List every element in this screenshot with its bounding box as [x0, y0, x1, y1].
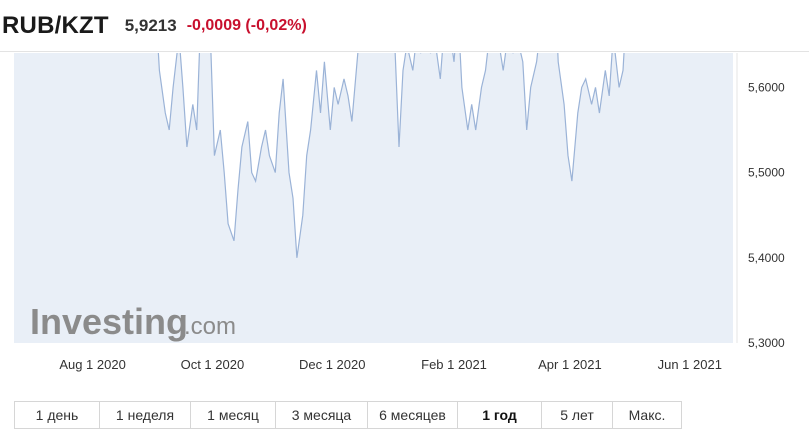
- last-price: 5,9213: [124, 15, 177, 35]
- x-tick-label: Dec 1 2020: [299, 357, 366, 372]
- investing-watermark-suffix: .com: [184, 313, 236, 340]
- x-tick-label: Feb 1 2021: [421, 357, 487, 372]
- quote-header: RUB/KZT 5,9213 -0,0009 (-0,02%): [0, 0, 809, 52]
- y-tick-label: 5,4000: [748, 251, 785, 265]
- period-button-5[interactable]: 1 год: [458, 402, 542, 428]
- y-tick-label: 5,3000: [748, 336, 785, 350]
- y-tick-label: 5,6000: [748, 80, 785, 94]
- period-button-0[interactable]: 1 день: [15, 402, 100, 428]
- investing-watermark: Investing: [30, 301, 188, 342]
- chart-svg[interactable]: Investing.com5,30005,40005,50005,60005,7…: [0, 53, 809, 383]
- x-tick-label: Apr 1 2021: [538, 357, 602, 372]
- price-chart[interactable]: Investing.com5,30005,40005,50005,60005,7…: [0, 53, 809, 383]
- period-button-1[interactable]: 1 неделя: [100, 402, 191, 428]
- x-tick-label: Aug 1 2020: [59, 357, 126, 372]
- currency-pair-title: RUB/KZT: [2, 11, 109, 39]
- price-area-fill: [14, 53, 733, 343]
- period-button-6[interactable]: 5 лет: [542, 402, 613, 428]
- period-button-7[interactable]: Макс.: [628, 407, 666, 423]
- period-button-3[interactable]: 3 месяца: [276, 402, 368, 428]
- x-tick-label: Oct 1 2020: [181, 357, 245, 372]
- period-button-4[interactable]: 6 месяцев: [368, 402, 458, 428]
- period-button-2[interactable]: 1 месяц: [191, 402, 276, 428]
- x-tick-label: Jun 1 2021: [658, 357, 722, 372]
- period-selector: 1 день 1 неделя 1 месяц 3 месяца 6 месяцев 1 …: [14, 401, 682, 429]
- y-tick-label: 5,5000: [748, 166, 785, 180]
- price-change: -0,0009 (-0,02%): [186, 16, 307, 34]
